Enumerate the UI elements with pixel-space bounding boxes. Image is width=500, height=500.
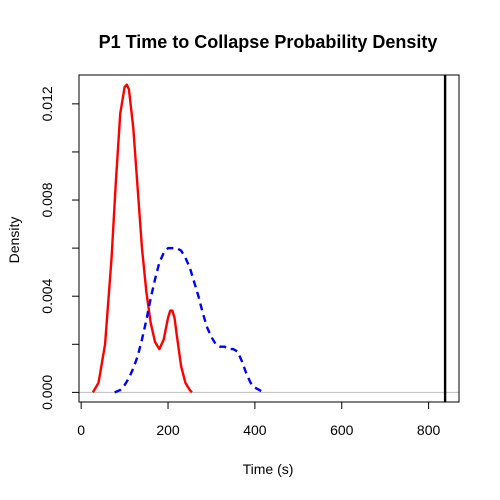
density-series-2: [114, 246, 265, 394]
y-tick-label: 0.000: [39, 375, 55, 410]
chart-title: P1 Time to Collapse Probability Density: [99, 32, 438, 52]
x-tick-label: 400: [243, 422, 267, 438]
y-tick-label: 0.004: [39, 278, 55, 313]
x-axis-label: Time (s): [243, 461, 294, 477]
plot-area: 0 200 400 600 800 0.000 0.004 0.008 0.012: [39, 74, 460, 438]
plot-frame: [78, 74, 460, 403]
x-tick-label: 200: [156, 422, 180, 438]
x-tick-label: 600: [330, 422, 354, 438]
x-tick-label: 0: [77, 422, 85, 438]
y-tick-label: 0.012: [39, 86, 55, 121]
y-tick-label: 0.008: [39, 182, 55, 217]
x-tick-label: 800: [417, 422, 441, 438]
density-series-1: [91, 83, 193, 394]
y-axis-label: Density: [6, 217, 22, 264]
